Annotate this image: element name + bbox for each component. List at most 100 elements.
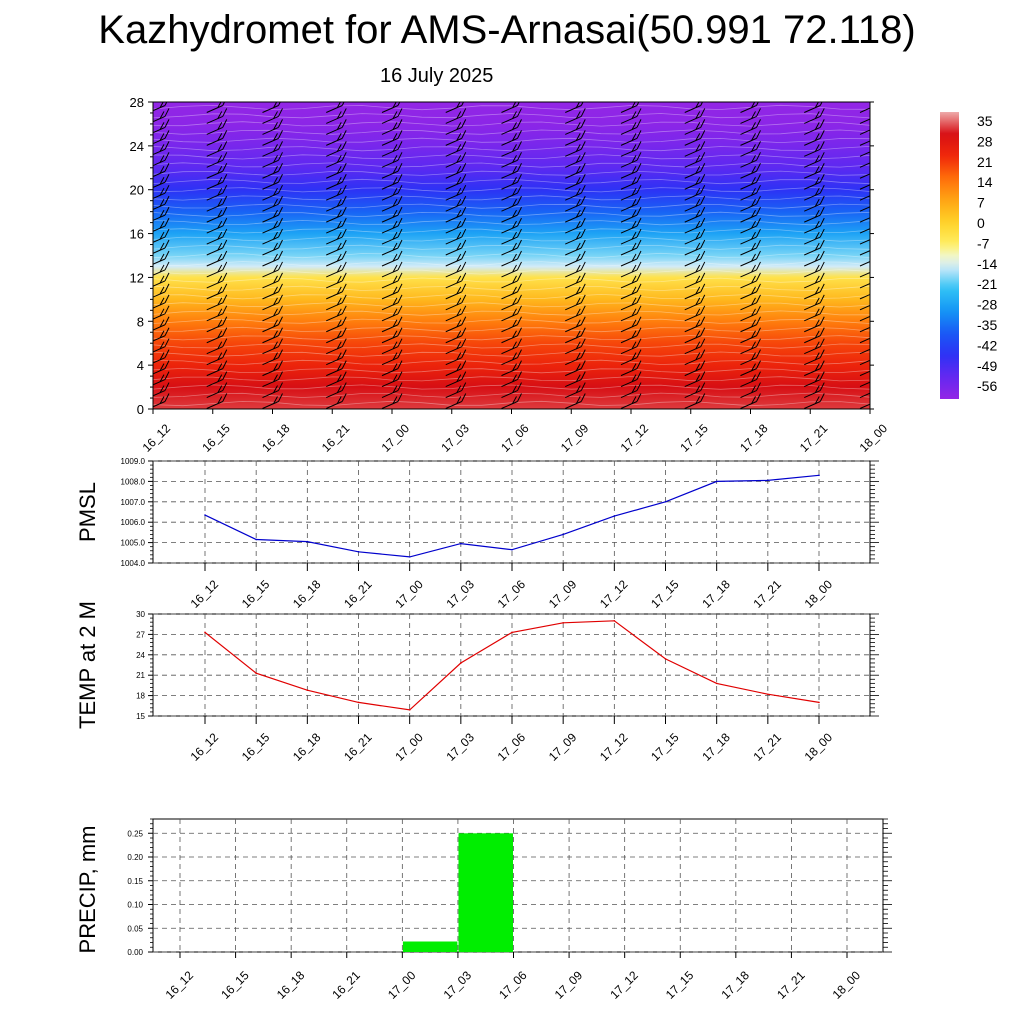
- barb-flag: [580, 174, 586, 183]
- barb-shaft: [262, 137, 279, 146]
- barb-flag: [695, 187, 701, 196]
- wind-barb: [445, 327, 467, 344]
- barb-shaft: [620, 291, 638, 300]
- barb-shaft: [326, 379, 343, 388]
- barb-flag: [876, 152, 880, 160]
- barb-flag: [222, 195, 228, 205]
- wind-barb: [684, 305, 706, 322]
- barb-flag: [461, 294, 467, 304]
- wind-barb: [859, 140, 870, 146]
- barb-shaft: [262, 302, 279, 311]
- wind-barb: [206, 174, 228, 190]
- barb-shaft: [804, 181, 821, 190]
- barb-flag: [814, 102, 819, 109]
- barb-flag: [756, 195, 761, 205]
- barb-flag: [636, 316, 642, 325]
- wind-barb: [326, 206, 347, 223]
- barb-flag: [756, 174, 761, 183]
- barb-flag: [273, 308, 278, 317]
- wind-barb: [326, 228, 347, 245]
- barb-flag: [631, 144, 637, 152]
- wind-barb: [262, 108, 283, 124]
- barb-shaft: [326, 269, 343, 278]
- barb-flag: [512, 341, 517, 350]
- barb-flag: [159, 111, 165, 119]
- barb-shaft: [381, 159, 399, 168]
- barb-flag: [278, 349, 283, 358]
- barb-flag: [751, 209, 756, 218]
- barb-flag: [278, 228, 283, 238]
- y-tick-label: 21: [136, 671, 145, 680]
- barb-flag: [871, 177, 875, 184]
- barb-flag: [819, 294, 825, 304]
- barb-flag: [580, 195, 586, 205]
- wind-barb: [153, 250, 170, 265]
- barb-flag: [575, 220, 581, 229]
- wind-barb: [620, 283, 642, 300]
- wind-barb: [326, 360, 347, 377]
- barb-flag: [222, 360, 228, 369]
- barb-flag: [819, 184, 825, 194]
- barb-flag: [341, 174, 347, 183]
- contour-line: [153, 310, 870, 316]
- barb-shaft: [381, 324, 399, 333]
- barb-flag: [397, 250, 403, 260]
- wind-barb: [206, 195, 228, 212]
- barb-flag: [751, 286, 756, 295]
- barb-shaft: [262, 181, 279, 190]
- barb-flag: [636, 371, 642, 380]
- colorbar-label: -49: [977, 358, 997, 374]
- wind-barb: [326, 102, 345, 113]
- barb-flag: [517, 184, 522, 194]
- barb-flag: [278, 174, 283, 183]
- wind-barb: [445, 316, 467, 333]
- barb-flag: [876, 97, 880, 105]
- x-tick-label: 17_00: [392, 730, 426, 764]
- barb-flag: [876, 350, 880, 358]
- barb-flag: [636, 338, 642, 347]
- barb-flag: [222, 174, 228, 183]
- wind-barb: [501, 261, 522, 278]
- barb-flag: [341, 195, 347, 205]
- barb-flag: [751, 275, 756, 284]
- wind-barb: [445, 371, 467, 388]
- barb-shaft: [620, 115, 638, 124]
- barb-flag: [222, 250, 228, 260]
- barb-shaft: [326, 159, 343, 168]
- barb-flag: [341, 360, 347, 369]
- barb-flag: [512, 330, 517, 339]
- barb-flag: [631, 330, 637, 339]
- wind-barb: [153, 130, 170, 145]
- barb-flag: [456, 155, 462, 163]
- barb-shaft: [804, 291, 821, 300]
- barb-shaft: [565, 148, 582, 157]
- barb-flag: [159, 264, 165, 273]
- barb-flag: [695, 166, 701, 174]
- wind-barb: [381, 217, 403, 234]
- wind-barb: [620, 305, 642, 322]
- barb-flag: [164, 152, 170, 161]
- barb-flag: [392, 297, 398, 306]
- barb-flag: [222, 217, 228, 227]
- y-tick-label: 1006.0: [121, 518, 146, 527]
- data-point: [511, 631, 513, 634]
- barb-flag: [336, 187, 342, 196]
- barb-shaft: [262, 126, 279, 135]
- barb-shaft: [206, 280, 223, 289]
- wind-barb: [206, 338, 228, 355]
- barb-flag: [636, 130, 642, 139]
- wind-barb: [565, 316, 586, 333]
- barb-shaft: [859, 151, 870, 157]
- barb-flag: [751, 330, 756, 339]
- wind-barb: [740, 141, 761, 157]
- barb-flag: [217, 209, 223, 218]
- barb-flag: [871, 353, 875, 360]
- contour-line: [153, 195, 870, 201]
- barb-flag: [217, 275, 223, 284]
- wind-barb: [740, 316, 761, 333]
- barb-flag: [575, 133, 581, 141]
- wind-barb: [501, 141, 522, 157]
- barb-flag: [341, 272, 347, 282]
- colorbar-label: 7: [977, 195, 985, 211]
- wind-barb: [262, 195, 283, 212]
